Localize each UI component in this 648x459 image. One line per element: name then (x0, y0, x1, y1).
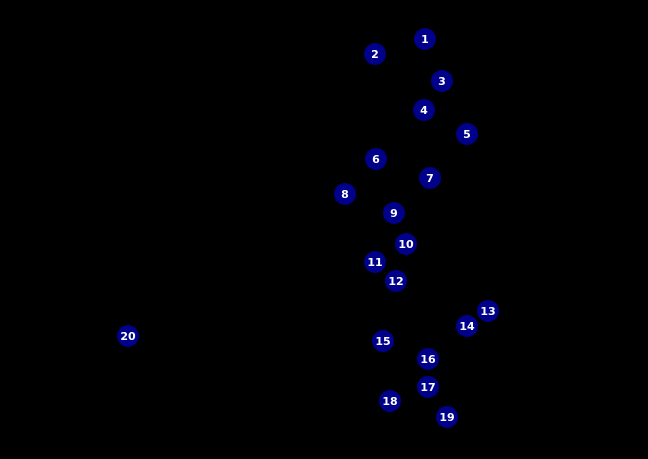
node-marker-9[interactable]: 9 (383, 202, 405, 224)
node-marker-15[interactable]: 15 (372, 330, 394, 352)
node-marker-11[interactable]: 11 (364, 251, 386, 273)
node-marker-10[interactable]: 10 (395, 233, 417, 255)
node-marker-4[interactable]: 4 (413, 99, 435, 121)
node-marker-20[interactable]: 20 (117, 325, 139, 347)
node-marker-13[interactable]: 13 (477, 300, 499, 322)
node-marker-8[interactable]: 8 (334, 183, 356, 205)
node-marker-17[interactable]: 17 (417, 376, 439, 398)
node-marker-6[interactable]: 6 (365, 148, 387, 170)
node-marker-16[interactable]: 16 (417, 348, 439, 370)
node-marker-12[interactable]: 12 (385, 270, 407, 292)
node-marker-3[interactable]: 3 (431, 70, 453, 92)
node-marker-19[interactable]: 19 (436, 406, 458, 428)
node-marker-14[interactable]: 14 (456, 315, 478, 337)
node-marker-5[interactable]: 5 (456, 123, 478, 145)
node-marker-18[interactable]: 18 (379, 390, 401, 412)
node-marker-1[interactable]: 1 (414, 28, 436, 50)
node-marker-7[interactable]: 7 (419, 167, 441, 189)
node-marker-2[interactable]: 2 (364, 43, 386, 65)
